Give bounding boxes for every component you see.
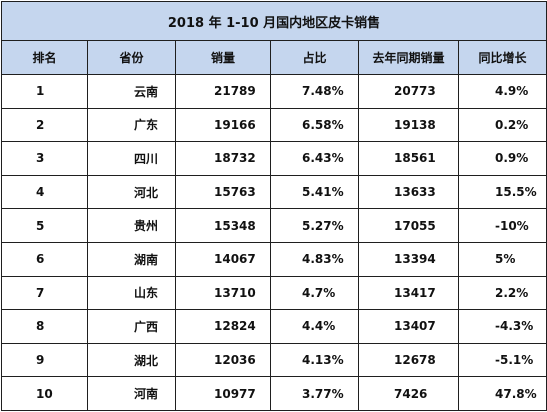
cell-province: 四川	[87, 141, 176, 176]
title-row: 2018 年 1-10 月国内地区皮卡销售	[0, 1, 547, 41]
cell-sales: 12036	[175, 342, 271, 378]
cell-share: 6.43%	[270, 141, 359, 176]
header-prev-sales: 去年同期销量	[358, 40, 459, 75]
cell-prev-sales: 18561	[358, 141, 459, 176]
cell-rank: 2	[1, 107, 88, 143]
table-row: 6 湖南 14067 4.83% 13394 5%	[1, 241, 547, 277]
cell-share: 4.4%	[270, 309, 359, 344]
cell-share: 4.13%	[270, 342, 359, 378]
cell-growth: 0.9%	[457, 141, 547, 176]
cell-share: 4.83%	[270, 241, 359, 277]
cell-growth: -4.3%	[457, 309, 547, 344]
cell-growth: -5.1%	[457, 342, 547, 378]
cell-growth: 0.2%	[457, 107, 547, 143]
cell-growth: 4.9%	[457, 74, 547, 109]
cell-province: 云南	[87, 74, 176, 109]
table-row: 4 河北 15763 5.41% 13633 15.5%	[1, 174, 547, 210]
cell-province: 广西	[87, 309, 176, 344]
cell-province: 湖南	[87, 241, 176, 277]
cell-prev-sales: 12678	[358, 342, 459, 378]
cell-growth: 5%	[457, 241, 547, 277]
cell-share: 7.48%	[270, 74, 359, 109]
cell-sales: 19166	[175, 107, 271, 143]
cell-prev-sales: 19138	[358, 107, 459, 143]
cell-share: 5.41%	[270, 174, 359, 210]
cell-province: 湖北	[87, 342, 176, 378]
cell-province: 山东	[87, 275, 176, 311]
cell-rank: 4	[1, 174, 88, 210]
cell-province: 河南	[87, 376, 176, 411]
header-sales: 销量	[175, 40, 271, 75]
header-row: 排名 省份 销量 占比 去年同期销量 同比增长	[1, 40, 547, 75]
cell-growth: -10%	[457, 208, 547, 243]
header-share: 占比	[270, 40, 359, 75]
cell-prev-sales: 17055	[358, 208, 459, 243]
cell-sales: 18732	[175, 141, 271, 176]
cell-prev-sales: 13417	[358, 275, 459, 311]
cell-rank: 7	[1, 275, 88, 311]
table-title: 2018 年 1-10 月国内地区皮卡销售	[0, 1, 547, 41]
cell-growth: 2.2%	[457, 275, 547, 311]
table-row: 7 山东 13710 4.7% 13417 2.2%	[1, 275, 547, 311]
table-row: 10 河南 10977 3.77% 7426 47.8%	[1, 376, 547, 411]
cell-prev-sales: 7426	[358, 376, 459, 411]
cell-rank: 5	[1, 208, 88, 243]
cell-growth: 47.8%	[457, 376, 547, 411]
cell-prev-sales: 20773	[358, 74, 459, 109]
header-province: 省份	[87, 40, 176, 75]
cell-share: 5.27%	[270, 208, 359, 243]
cell-rank: 9	[1, 342, 88, 378]
cell-rank: 3	[1, 141, 88, 176]
table-row: 9 湖北 12036 4.13% 12678 -5.1%	[1, 342, 547, 378]
cell-sales: 13710	[175, 275, 271, 311]
cell-province: 河北	[87, 174, 176, 210]
cell-share: 4.7%	[270, 275, 359, 311]
table-row: 8 广西 12824 4.4% 13407 -4.3%	[1, 309, 547, 344]
cell-sales: 14067	[175, 241, 271, 277]
cell-sales: 10977	[175, 376, 271, 411]
cell-sales: 12824	[175, 309, 271, 344]
cell-sales: 15348	[175, 208, 271, 243]
cell-rank: 8	[1, 309, 88, 344]
table-row: 2 广东 19166 6.58% 19138 0.2%	[1, 107, 547, 143]
cell-share: 6.58%	[270, 107, 359, 143]
cell-rank: 6	[1, 241, 88, 277]
cell-share: 3.77%	[270, 376, 359, 411]
cell-prev-sales: 13633	[358, 174, 459, 210]
cell-prev-sales: 13394	[358, 241, 459, 277]
header-rank: 排名	[1, 40, 88, 75]
cell-sales: 21789	[175, 74, 271, 109]
header-growth: 同比增长	[457, 40, 547, 75]
cell-prev-sales: 13407	[358, 309, 459, 344]
cell-rank: 1	[1, 74, 88, 109]
cell-province: 广东	[87, 107, 176, 143]
cell-growth: 15.5%	[457, 174, 547, 210]
cell-sales: 15763	[175, 174, 271, 210]
table-row: 3 四川 18732 6.43% 18561 0.9%	[1, 141, 547, 176]
table-row: 5 贵州 15348 5.27% 17055 -10%	[1, 208, 547, 243]
cell-rank: 10	[1, 376, 88, 411]
table-row: 1 云南 21789 7.48% 20773 4.9%	[1, 74, 547, 109]
table-body: 1 云南 21789 7.48% 20773 4.9% 2 广东 19166 6…	[1, 74, 547, 411]
cell-province: 贵州	[87, 208, 176, 243]
